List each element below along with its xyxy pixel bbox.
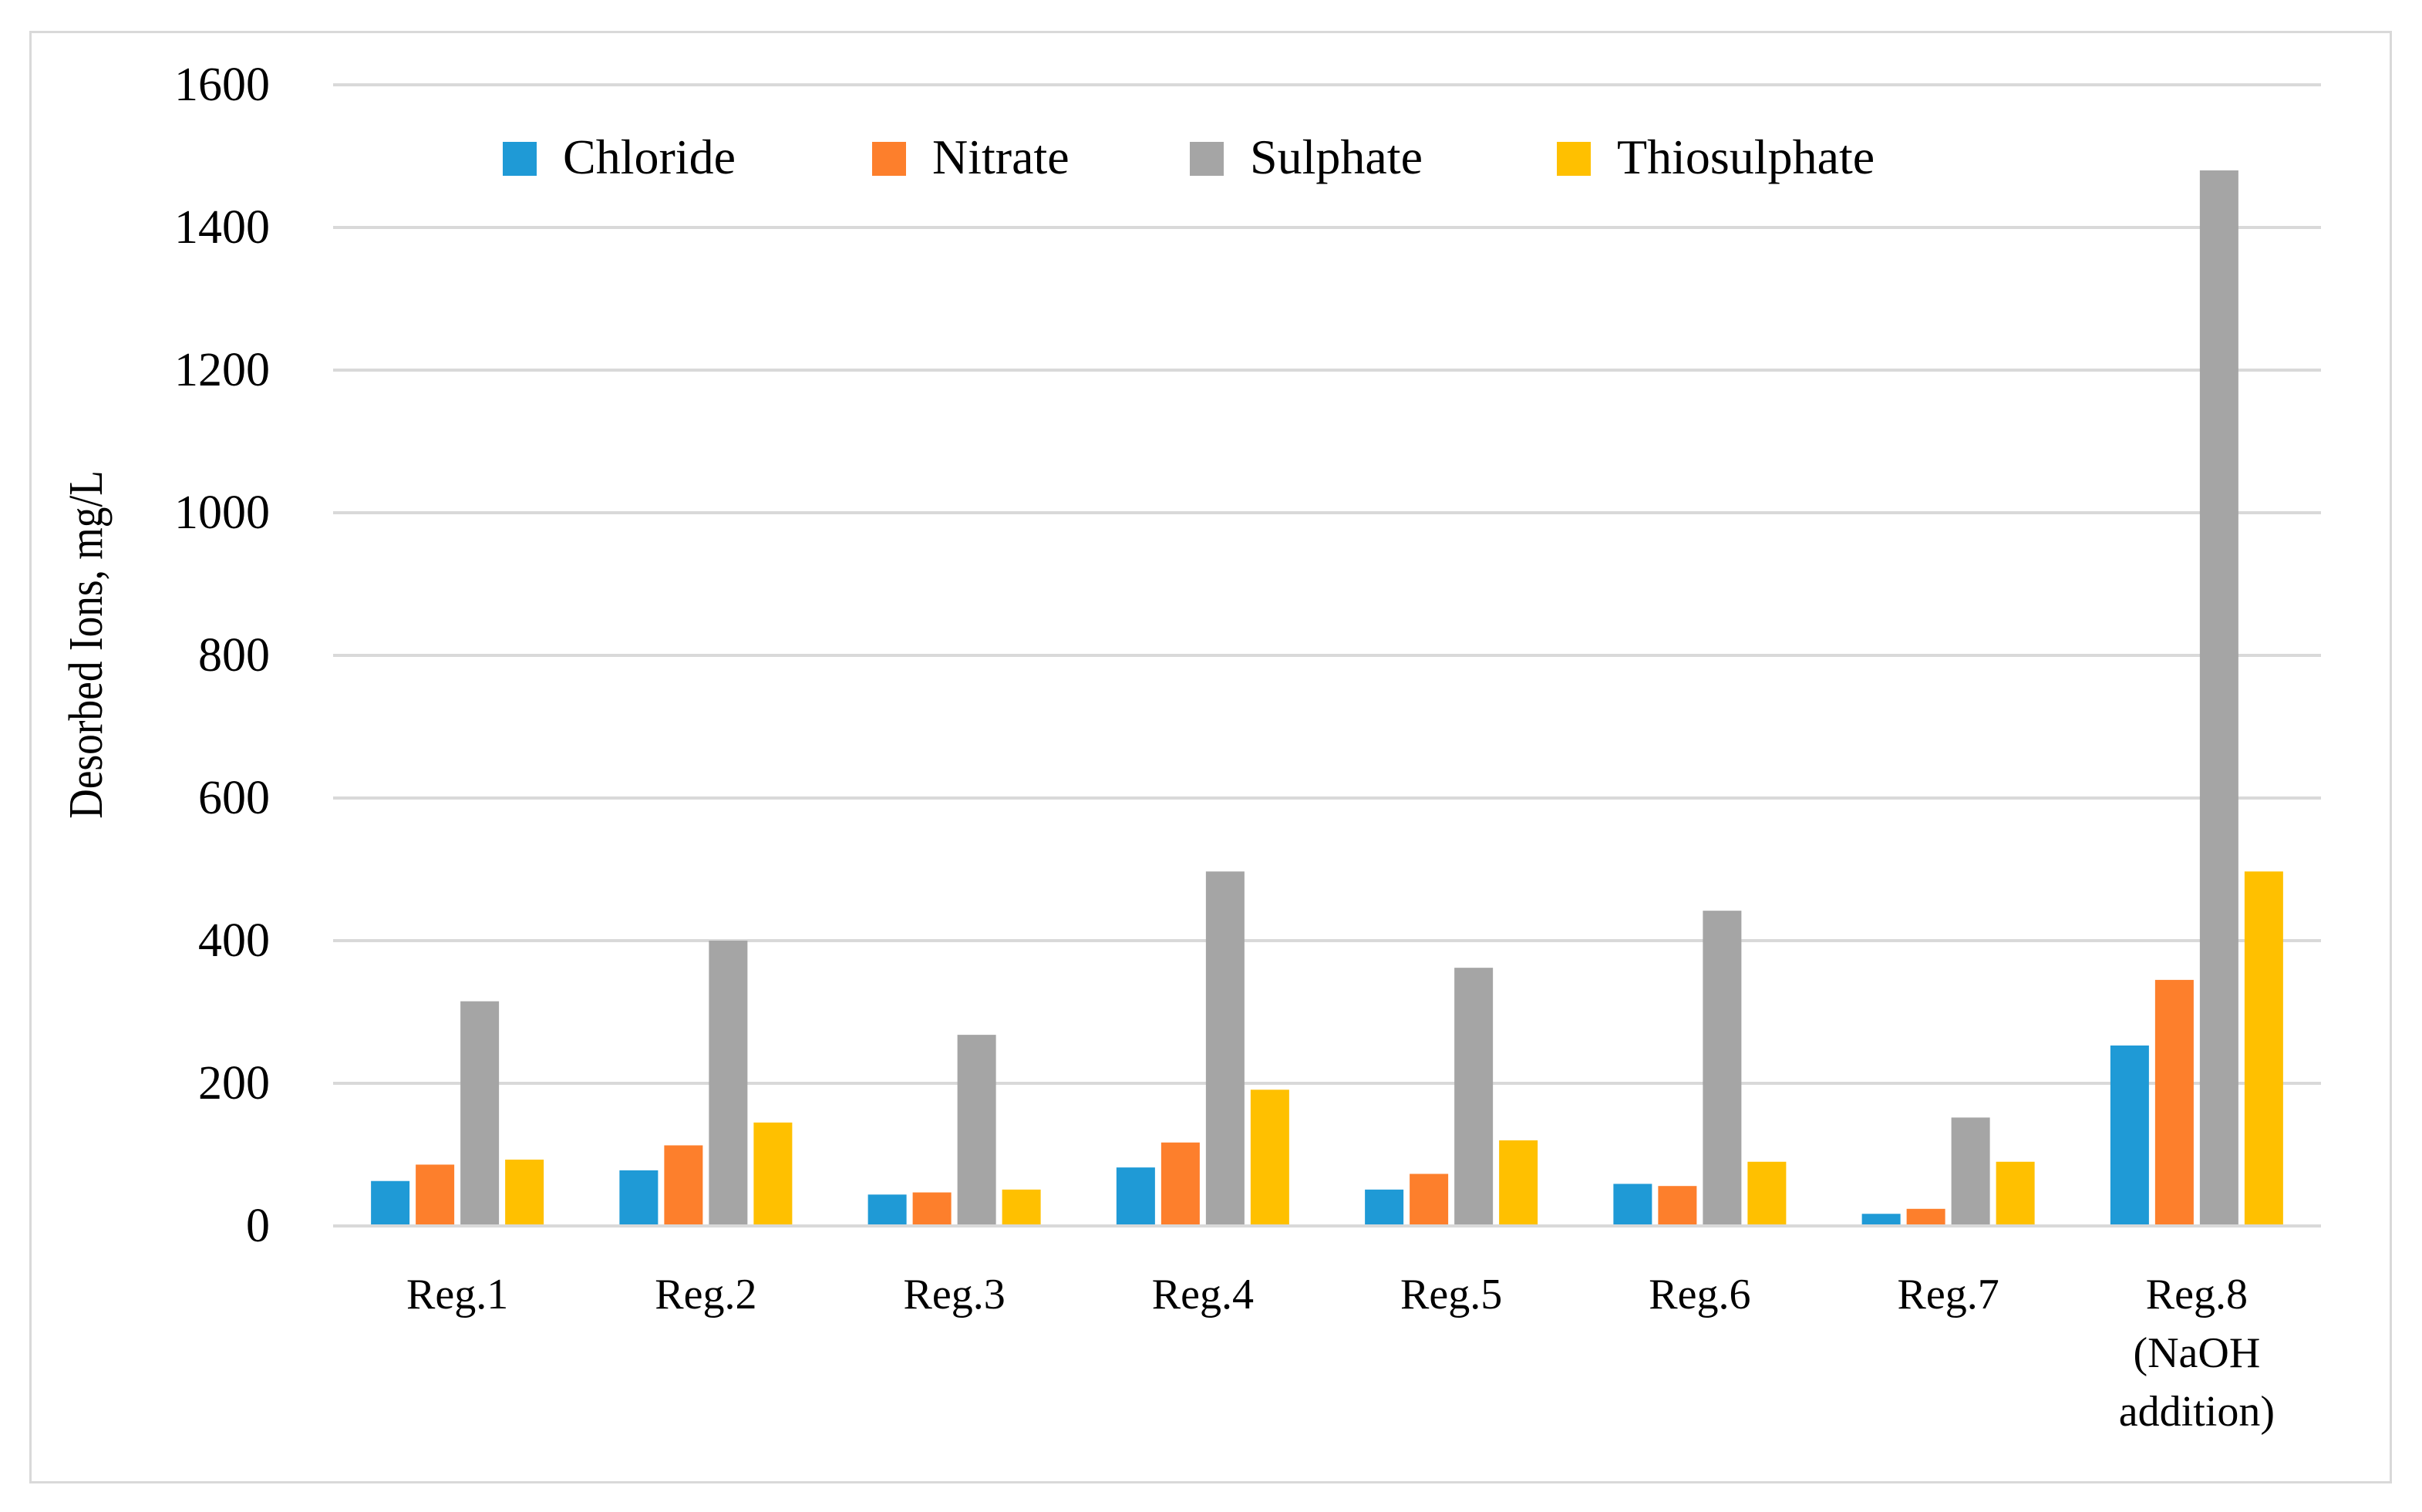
x-tick-label: Reg.2 [655,1271,756,1318]
bar-chloride-4 [1116,1167,1155,1226]
x-tick-label: Reg.7 [1898,1271,1999,1318]
bar-nitrate-6 [1658,1186,1697,1226]
legend: Chloride Nitrate Sulphate Thiosulphate [503,130,1875,184]
bar-thiosulphate-4 [1250,1089,1289,1226]
bar-nitrate-5 [1410,1174,1449,1226]
bar-nitrate-8 [2154,979,2194,1226]
bar-sulphate-3 [957,1035,996,1226]
y-axis-title: Desorbed Ions, mg/L [59,470,113,819]
bar-chloride-5 [1365,1189,1404,1226]
y-tick-labels: 0 200 400 600 800 1000 1200 1400 1600 [174,59,270,1252]
x-tick-labels: Reg.1 Reg.2 Reg.3 Reg.4 Reg.5 Reg.6 Reg.7 Reg.8… [406,1271,2275,1436]
gridlines [333,83,2321,1085]
bar-sulphate-6 [1703,911,1742,1226]
chart-frame [29,31,2392,1483]
bar-chloride-2 [619,1170,659,1226]
bar-chloride-1 [371,1180,410,1226]
bar-sulphate-8 [2199,170,2238,1226]
bar-sulphate-2 [709,941,748,1226]
x-tick-label: Reg.4 [1152,1271,1254,1318]
bar-thiosulphate-3 [1002,1189,1041,1226]
bar-thiosulphate-8 [2244,871,2283,1226]
bar-chloride-3 [867,1194,907,1226]
bar-sulphate-7 [1951,1117,1990,1226]
x-tick-label: Reg.1 [406,1271,508,1318]
y-tick-label: 800 [198,629,270,682]
y-tick-label: 1600 [174,59,270,111]
x-tick-label: (NaOH [2133,1329,2260,1377]
bar-thiosulphate-7 [1996,1161,2035,1226]
bar-chloride-6 [1613,1184,1652,1226]
x-tick-label: Reg.6 [1649,1271,1750,1318]
bar-chloride-8 [2110,1045,2149,1226]
y-tick-label: 400 [198,914,270,967]
bar-nitrate-2 [664,1145,703,1226]
bar-nitrate-3 [912,1192,952,1226]
bar-nitrate-1 [416,1164,455,1226]
bar-thiosulphate-5 [1499,1140,1538,1226]
bar-thiosulphate-2 [753,1122,793,1226]
bar-sulphate-1 [460,1001,500,1226]
legend-swatch-sulphate [1190,142,1224,176]
x-tick-label: Reg.8 [2146,1271,2248,1318]
legend-swatch-thiosulphate [1557,142,1591,176]
x-tick-label: Reg.5 [1400,1271,1502,1318]
bar-nitrate-7 [1906,1208,1945,1226]
bar-thiosulphate-6 [1747,1161,1787,1226]
y-tick-label: 1000 [174,487,270,539]
legend-label-nitrate: Nitrate [932,130,1070,184]
y-tick-label: 600 [198,772,270,824]
legend-label-sulphate: Sulphate [1250,130,1423,184]
legend-swatch-chloride [503,142,537,176]
x-tick-label: addition) [2119,1388,2275,1436]
bar-thiosulphate-1 [505,1159,544,1226]
bars [371,170,2283,1226]
legend-label-chloride: Chloride [563,130,736,184]
bar-chloride-7 [1861,1214,1901,1226]
bar-nitrate-4 [1160,1142,1200,1226]
legend-label-thiosulphate: Thiosulphate [1617,130,1875,184]
legend-swatch-nitrate [872,142,906,176]
bar-sulphate-5 [1454,968,1494,1226]
y-tick-label: 1400 [174,201,270,254]
x-tick-label: Reg.3 [904,1271,1006,1318]
y-tick-label: 0 [246,1200,270,1252]
bar-sulphate-4 [1205,871,1245,1226]
y-tick-label: 200 [198,1057,270,1110]
y-tick-label: 1200 [174,344,270,396]
